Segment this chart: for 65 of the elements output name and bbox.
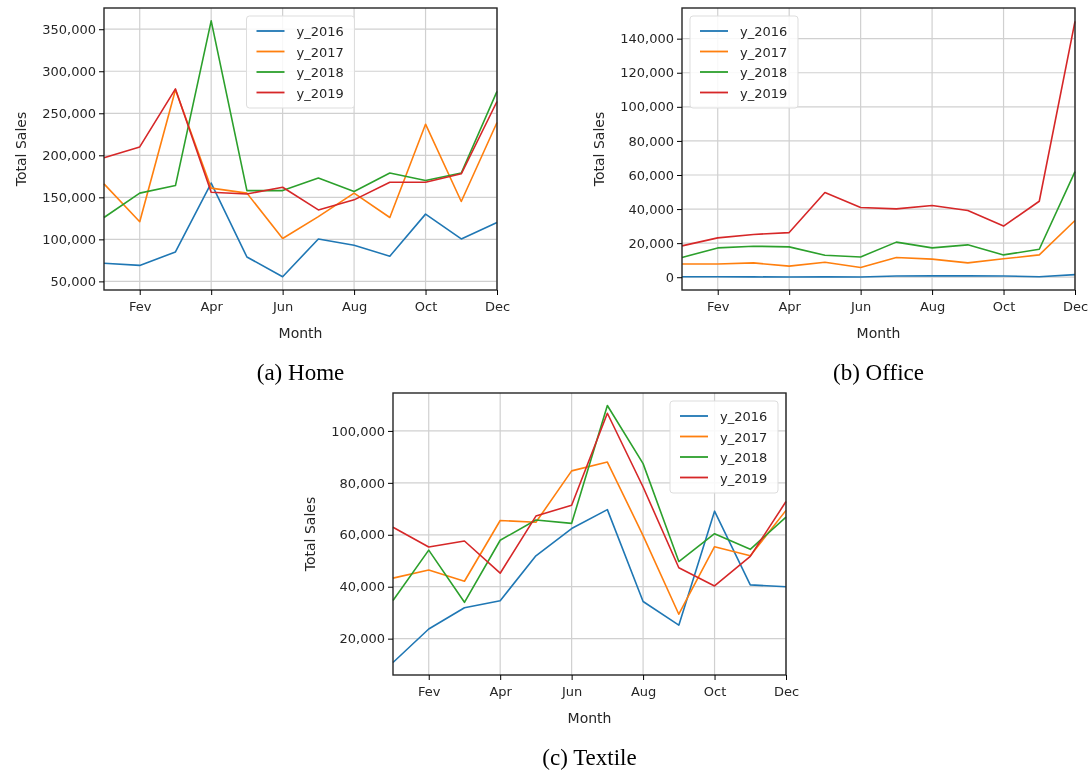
legend-label: y_2018 [740,65,788,80]
x-axis-title: Month [856,325,901,341]
x-tick-label: Aug [341,299,368,314]
y-tick-label: 60,000 [628,167,674,183]
y-tick-label: 300,000 [42,63,96,79]
legend-label: y_2019 [296,85,344,101]
line-series [103,20,498,219]
legend-label: y_2017 [740,44,788,60]
y-tick-label: 150,000 [42,189,96,205]
line-series [103,88,498,211]
y-tick-label: 250,000 [42,105,96,121]
x-tick-label: Dec [484,299,511,314]
x-tick-label: Fev [706,299,730,314]
x-tick-label: Apr [200,299,224,314]
x-tick-label: Fev [128,299,152,314]
y-tick-label: 100,000 [620,99,674,115]
legend-label: y_2016 [296,24,344,39]
legend-label: y_2019 [720,470,768,486]
text: (b) Office [833,360,924,385]
x-tick-label: Fev [417,684,441,699]
legend-label: y_2017 [720,429,768,445]
x-tick-label: Jun [271,299,294,314]
y-axis-title: Total Sales [591,111,607,188]
x-tick-label: Oct [703,684,727,699]
y-tick-label: 100,000 [42,232,96,248]
x-tick-label: Aug [630,684,657,699]
y-tick-label: 50,000 [50,274,96,290]
y-tick-label: 20,000 [339,631,385,647]
y-tick-label: 40,000 [628,201,674,217]
legend-label: y_2016 [720,409,768,424]
x-tick-label: Jun [849,299,872,314]
text: (c) Textile [542,745,637,770]
line-series [681,170,1076,259]
legend-label: y_2018 [720,450,768,465]
y-tick-label: 350,000 [42,21,96,37]
x-tick-label: Dec [1062,299,1089,314]
line-series [103,182,498,278]
text: (a) Home [256,360,345,385]
legend-label: y_2018 [296,65,344,80]
y-tick-label: 200,000 [42,147,96,163]
legend-label: y_2017 [296,44,344,60]
y-tick-label: 0 [665,269,674,285]
x-tick-label: Oct [992,299,1016,314]
legend-label: y_2016 [740,24,788,39]
y-axis-title: Total Sales [302,496,318,573]
x-tick-label: Apr [778,299,802,314]
y-tick-label: 140,000 [620,31,674,47]
x-tick-label: Dec [773,684,800,699]
x-axis-title: Month [278,325,323,341]
x-tick-label: Apr [489,684,513,699]
y-tick-label: 100,000 [331,423,385,439]
line-series [681,219,1076,269]
y-tick-label: 80,000 [628,133,674,149]
y-tick-label: 120,000 [620,65,674,81]
y-tick-label: 60,000 [339,527,385,543]
x-tick-label: Aug [919,299,946,314]
x-tick-label: Oct [414,299,438,314]
x-tick-label: Jun [560,684,583,699]
line-series [392,508,787,664]
y-tick-label: 80,000 [339,475,385,491]
y-tick-label: 20,000 [628,235,674,251]
legend-label: y_2019 [740,85,788,101]
x-axis-title: Month [567,710,612,726]
y-axis-title: Total Sales [13,111,29,188]
y-tick-label: 40,000 [339,579,385,595]
